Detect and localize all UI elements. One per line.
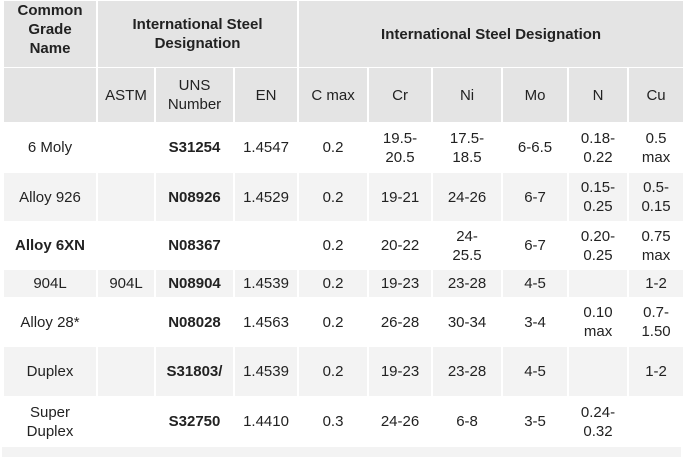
table-cell: 904L <box>4 270 96 297</box>
table-cell: 0.5 max <box>629 123 683 172</box>
table-cell: 6 Moly <box>4 123 96 172</box>
table-cell: S31803/ <box>156 347 233 396</box>
table-cell: 26-28 <box>369 298 432 346</box>
table-row: Alloy 926 N08926 1.4529 0.2 19-21 24-26 6-7 0.1… <box>4 173 683 221</box>
table-cell: 6-7 <box>503 222 568 269</box>
header-cell: Cr <box>369 68 432 122</box>
table-body: Common Grade Name International Steel Des… <box>4 1 683 446</box>
table-cell: Super Duplex <box>4 397 96 446</box>
table-cell: N08367 <box>156 222 233 269</box>
table-cell: 0.18- 0.22 <box>569 123 628 172</box>
table-cell: 1.4410 <box>235 397 298 446</box>
header-row: Common Grade Name International Steel Des… <box>4 1 683 67</box>
table-cell: 19-23 <box>369 270 432 297</box>
table-cell: 0.15- 0.25 <box>569 173 628 221</box>
table-row: Alloy 6XN N08367 0.2 20-22 24- 25.5 6-7 0.20- … <box>4 222 683 269</box>
table-cell: 0.2 <box>299 173 368 221</box>
header-cell: N <box>569 68 628 122</box>
table-cell: S32750 <box>156 397 233 446</box>
table-row: Alloy 28* N08028 1.4563 0.2 26-28 30-34 3-4 0.1… <box>4 298 683 346</box>
table-cell: 1.4547 <box>235 123 298 172</box>
table-cell: 0.10 max <box>569 298 628 346</box>
table-cell: S31254 <box>156 123 233 172</box>
table-cell: 6-8 <box>433 397 502 446</box>
table-row: 904L 904L N08904 1.4539 0.2 19-23 23-28 4-5 1-2 <box>4 270 683 297</box>
table-cell <box>98 173 154 221</box>
table-row: 6 Moly S31254 1.4547 0.2 19.5- 20.5 17.5- 18.… <box>4 123 683 172</box>
table-cell: 0.2 <box>299 347 368 396</box>
table-cell: 0.2 <box>299 123 368 172</box>
table-cell: 1.4529 <box>235 173 298 221</box>
header-cell: Mo <box>503 68 568 122</box>
header-cell: Common Grade Name <box>4 1 96 67</box>
header-cell: International Steel Designation <box>98 1 298 67</box>
header-row: ASTM UNS Number EN C max Cr Ni Mo N Cu <box>4 68 683 122</box>
table-cell: 1.4563 <box>235 298 298 346</box>
table-cell: 0.2 <box>299 298 368 346</box>
table-cell <box>98 123 154 172</box>
table-cell <box>569 270 628 297</box>
table-cell: 19-23 <box>369 347 432 396</box>
table-cell: 4-5 <box>503 347 568 396</box>
table-cell: 19.5- 20.5 <box>369 123 432 172</box>
table-cell: N08904 <box>156 270 233 297</box>
table-cell: 0.5- 0.15 <box>629 173 683 221</box>
table-cell: 3-5 <box>503 397 568 446</box>
header-cell: International Steel Designation <box>299 1 683 67</box>
header-cell: Cu <box>629 68 683 122</box>
table-cell <box>98 347 154 396</box>
table-cell: 1-2 <box>629 270 683 297</box>
table-cell: 24-26 <box>433 173 502 221</box>
table-cell: N08028 <box>156 298 233 346</box>
header-cell: EN <box>235 68 298 122</box>
table-cell: 0.75 max <box>629 222 683 269</box>
header-cell: ASTM <box>98 68 154 122</box>
table-cell: 0.2 <box>299 270 368 297</box>
table-cell: 17.5- 18.5 <box>433 123 502 172</box>
header-cell: Ni <box>433 68 502 122</box>
row-strip <box>2 447 681 457</box>
table-cell: 6-6.5 <box>503 123 568 172</box>
table-cell: 6-7 <box>503 173 568 221</box>
table-row: Duplex S31803/1.4539 0.2 19-23 23-28 4-5 1-2 <box>4 347 683 396</box>
table-cell: 0.3 <box>299 397 368 446</box>
table-cell <box>98 222 154 269</box>
table-cell: 30-34 <box>433 298 502 346</box>
table-cell: 1.4539 <box>235 270 298 297</box>
table-cell: 23-28 <box>433 347 502 396</box>
table-cell: 20-22 <box>369 222 432 269</box>
table-cell: Alloy 28* <box>4 298 96 346</box>
table-cell: 0.24- 0.32 <box>569 397 628 446</box>
table-cell: N08926 <box>156 173 233 221</box>
table-cell: 1.4539 <box>235 347 298 396</box>
table-cell <box>235 222 298 269</box>
table-cell: 24-26 <box>369 397 432 446</box>
header-cell: UNS Number <box>156 68 233 122</box>
table-cell: 19-21 <box>369 173 432 221</box>
table-cell <box>569 347 628 396</box>
header-cell <box>4 68 96 122</box>
table-cell: 0.7- 1.50 <box>629 298 683 346</box>
table-cell <box>629 397 683 446</box>
table-cell: 0.20- 0.25 <box>569 222 628 269</box>
table-cell: Duplex <box>4 347 96 396</box>
table-row: Super Duplex S32750 1.4410 0.3 24-26 6-8 3-5 0.… <box>4 397 683 446</box>
table-cell: Alloy 6XN <box>4 222 96 269</box>
header-cell: C max <box>299 68 368 122</box>
table-cell <box>98 397 154 446</box>
table-cell: Alloy 926 <box>4 173 96 221</box>
table-cell: 904L <box>98 270 154 297</box>
steel-table: Common Grade Name International Steel Des… <box>2 0 683 447</box>
table-cell: 0.2 <box>299 222 368 269</box>
table-cell: 3-4 <box>503 298 568 346</box>
table-cell <box>98 298 154 346</box>
table-cell: 4-5 <box>503 270 568 297</box>
table-cell: 23-28 <box>433 270 502 297</box>
table-cell: 24- 25.5 <box>433 222 502 269</box>
table-cell: 1-2 <box>629 347 683 396</box>
